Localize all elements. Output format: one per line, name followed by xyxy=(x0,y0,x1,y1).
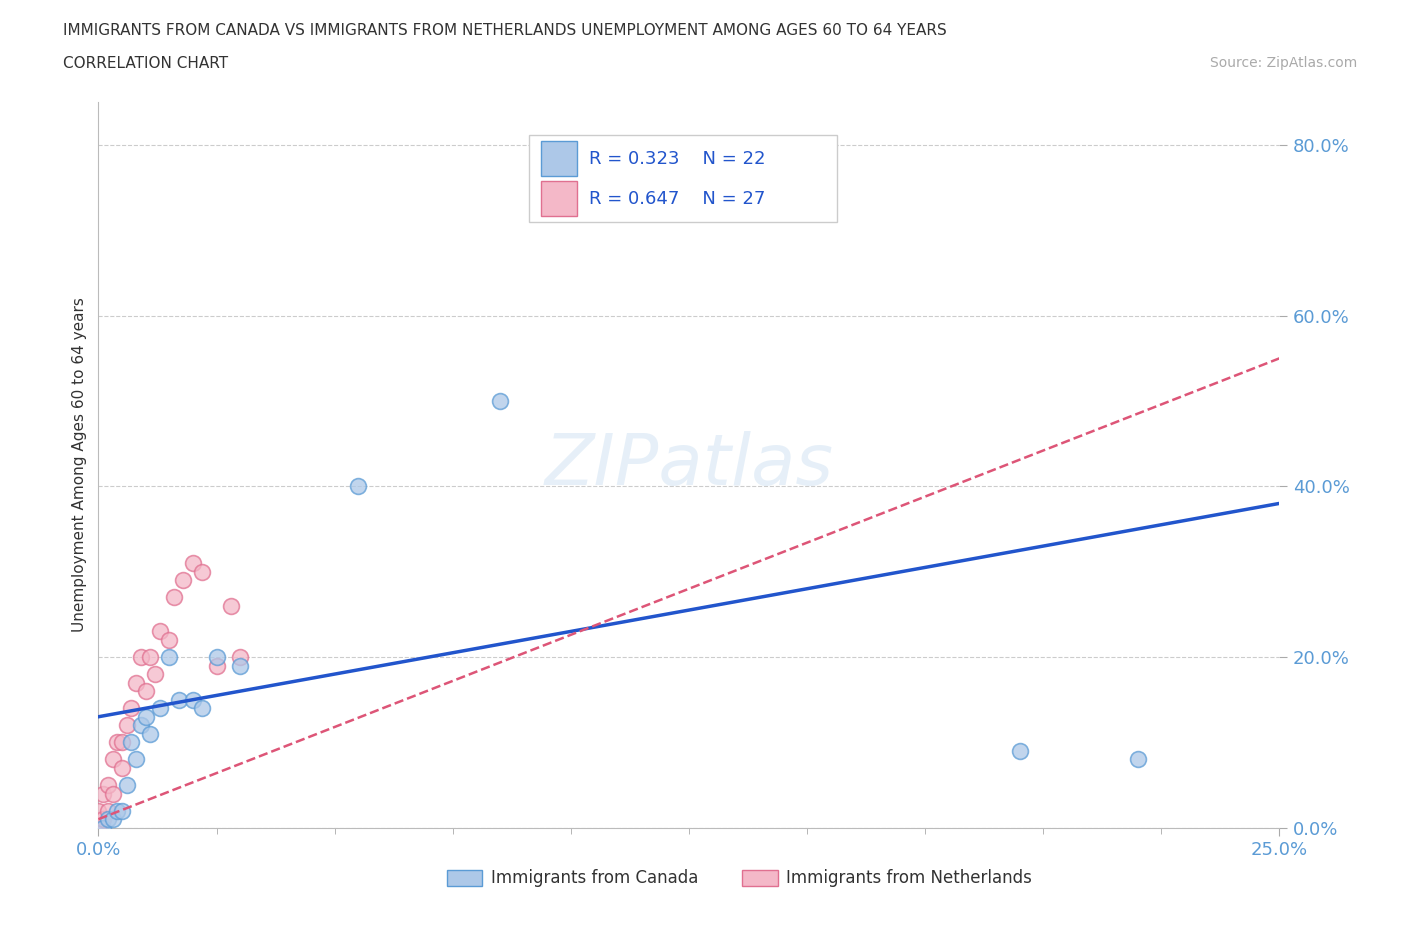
Point xyxy=(157,632,180,647)
Y-axis label: Unemployment Among Ages 60 to 64 years: Unemployment Among Ages 60 to 64 years xyxy=(72,298,87,632)
Point xyxy=(121,701,143,716)
Bar xyxy=(541,181,576,216)
Text: Immigrants from Netherlands: Immigrants from Netherlands xyxy=(786,870,1032,887)
Point xyxy=(129,718,152,733)
Point xyxy=(229,658,252,673)
Point xyxy=(115,718,138,733)
Point xyxy=(129,649,152,664)
Point xyxy=(181,692,204,707)
Point xyxy=(121,735,143,750)
Point xyxy=(105,804,128,818)
Point xyxy=(1126,752,1149,767)
Point xyxy=(163,590,186,604)
Point xyxy=(101,752,124,767)
Point xyxy=(205,658,228,673)
Point xyxy=(347,479,370,494)
Point xyxy=(97,812,120,827)
Point xyxy=(97,804,120,818)
Point xyxy=(101,812,124,827)
Point xyxy=(91,820,114,835)
Point xyxy=(191,701,214,716)
Point xyxy=(139,726,162,741)
Point xyxy=(172,573,194,588)
Point xyxy=(125,675,148,690)
Point xyxy=(115,777,138,792)
Text: R = 0.323    N = 22: R = 0.323 N = 22 xyxy=(589,150,765,168)
Point xyxy=(167,692,190,707)
Text: CORRELATION CHART: CORRELATION CHART xyxy=(63,56,228,71)
Point xyxy=(87,804,110,818)
Point xyxy=(125,752,148,767)
Text: R = 0.647    N = 27: R = 0.647 N = 27 xyxy=(589,190,765,207)
Point xyxy=(135,710,157,724)
Bar xyxy=(447,870,482,886)
Point xyxy=(139,649,162,664)
Point xyxy=(91,786,114,801)
Point xyxy=(181,556,204,571)
Point xyxy=(97,777,120,792)
Point xyxy=(219,598,242,613)
Text: Source: ZipAtlas.com: Source: ZipAtlas.com xyxy=(1209,56,1357,70)
Point xyxy=(111,761,134,776)
Point xyxy=(135,684,157,698)
Point xyxy=(105,735,128,750)
Bar xyxy=(742,870,778,886)
Point xyxy=(229,649,252,664)
Point xyxy=(87,820,110,835)
Point xyxy=(191,565,214,579)
Point xyxy=(111,735,134,750)
Point xyxy=(91,812,114,827)
FancyBboxPatch shape xyxy=(530,135,837,222)
Text: Immigrants from Canada: Immigrants from Canada xyxy=(491,870,697,887)
Point xyxy=(489,393,512,408)
Point xyxy=(149,624,172,639)
Text: IMMIGRANTS FROM CANADA VS IMMIGRANTS FROM NETHERLANDS UNEMPLOYMENT AMONG AGES 60: IMMIGRANTS FROM CANADA VS IMMIGRANTS FRO… xyxy=(63,23,948,38)
Point xyxy=(205,649,228,664)
Bar xyxy=(541,141,576,177)
Point xyxy=(143,667,166,682)
Point xyxy=(1008,743,1031,758)
Point xyxy=(101,786,124,801)
Text: ZIPatlas: ZIPatlas xyxy=(544,431,834,499)
Point xyxy=(111,804,134,818)
Point xyxy=(149,701,172,716)
Point xyxy=(157,649,180,664)
